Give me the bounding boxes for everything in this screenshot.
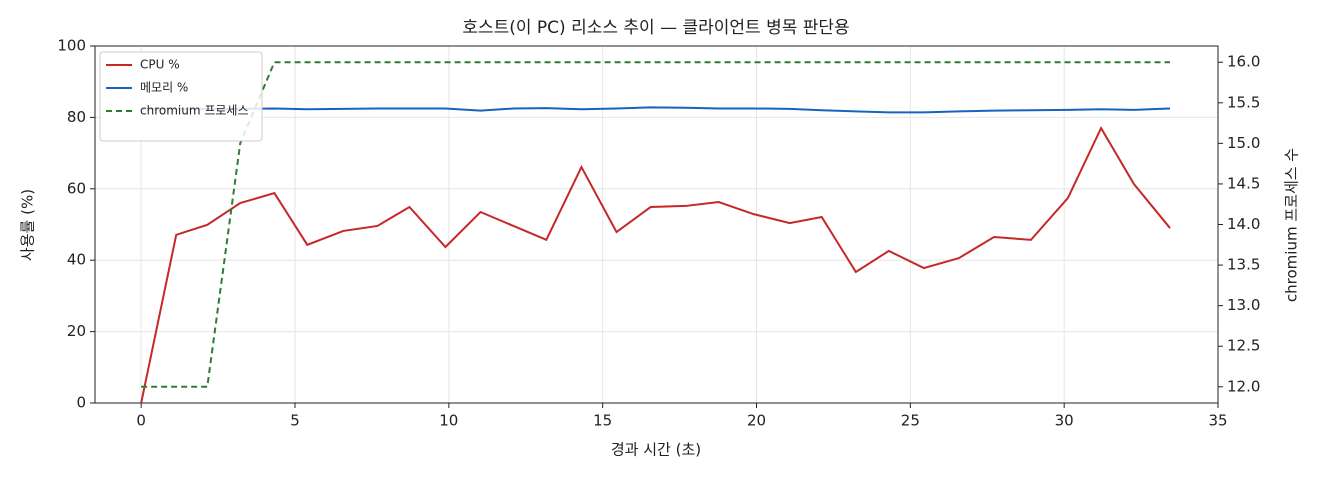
plot-frame xyxy=(94,45,1219,404)
y-tick-label: 40 xyxy=(67,251,86,269)
y2-tick-label: 14.5 xyxy=(1227,174,1260,192)
x-tick-label: 25 xyxy=(901,412,920,430)
legend-label: 메모리 % xyxy=(140,81,188,95)
x-tick-label: 35 xyxy=(1208,412,1227,430)
x-tick-label: 20 xyxy=(747,412,766,430)
x-tick-label: 30 xyxy=(1055,412,1074,430)
x-tick-label: 0 xyxy=(136,412,146,430)
y-tick-label: 0 xyxy=(76,394,86,412)
y-axis-label: 사용률 (%) xyxy=(19,189,37,261)
y2-tick-label: 14.0 xyxy=(1227,215,1260,233)
legend-label: CPU % xyxy=(140,58,180,72)
y-tick-label: 60 xyxy=(67,179,86,197)
y2-tick-label: 13.5 xyxy=(1227,256,1260,274)
series-line xyxy=(140,125,1171,404)
y2-tick-label: 12.0 xyxy=(1227,377,1260,395)
y2-tick-label: 16.0 xyxy=(1227,53,1260,71)
series-line xyxy=(141,106,1171,114)
y2-axis-label: chromium 프로세스 수 xyxy=(1283,148,1301,302)
legend-label: chromium 프로세스 xyxy=(140,104,249,118)
chart-title: 호스트(이 PC) 리소스 추이 — 클라이언트 병목 판단용 xyxy=(462,18,849,38)
series-line xyxy=(141,61,1170,388)
y-tick-label: 100 xyxy=(57,37,86,55)
legend-box xyxy=(99,51,263,142)
x-axis-label: 경과 시간 (초) xyxy=(611,441,701,459)
x-tick-label: 15 xyxy=(593,412,612,430)
y2-tick-label: 12.5 xyxy=(1227,337,1260,355)
x-tick-label: 10 xyxy=(439,412,458,430)
y-tick-label: 80 xyxy=(67,108,86,126)
y2-tick-label: 13.0 xyxy=(1227,296,1260,314)
y2-tick-label: 15.0 xyxy=(1227,134,1260,152)
y-tick-label: 20 xyxy=(67,322,86,340)
y2-tick-label: 15.5 xyxy=(1227,93,1260,111)
x-tick-label: 5 xyxy=(290,412,300,430)
